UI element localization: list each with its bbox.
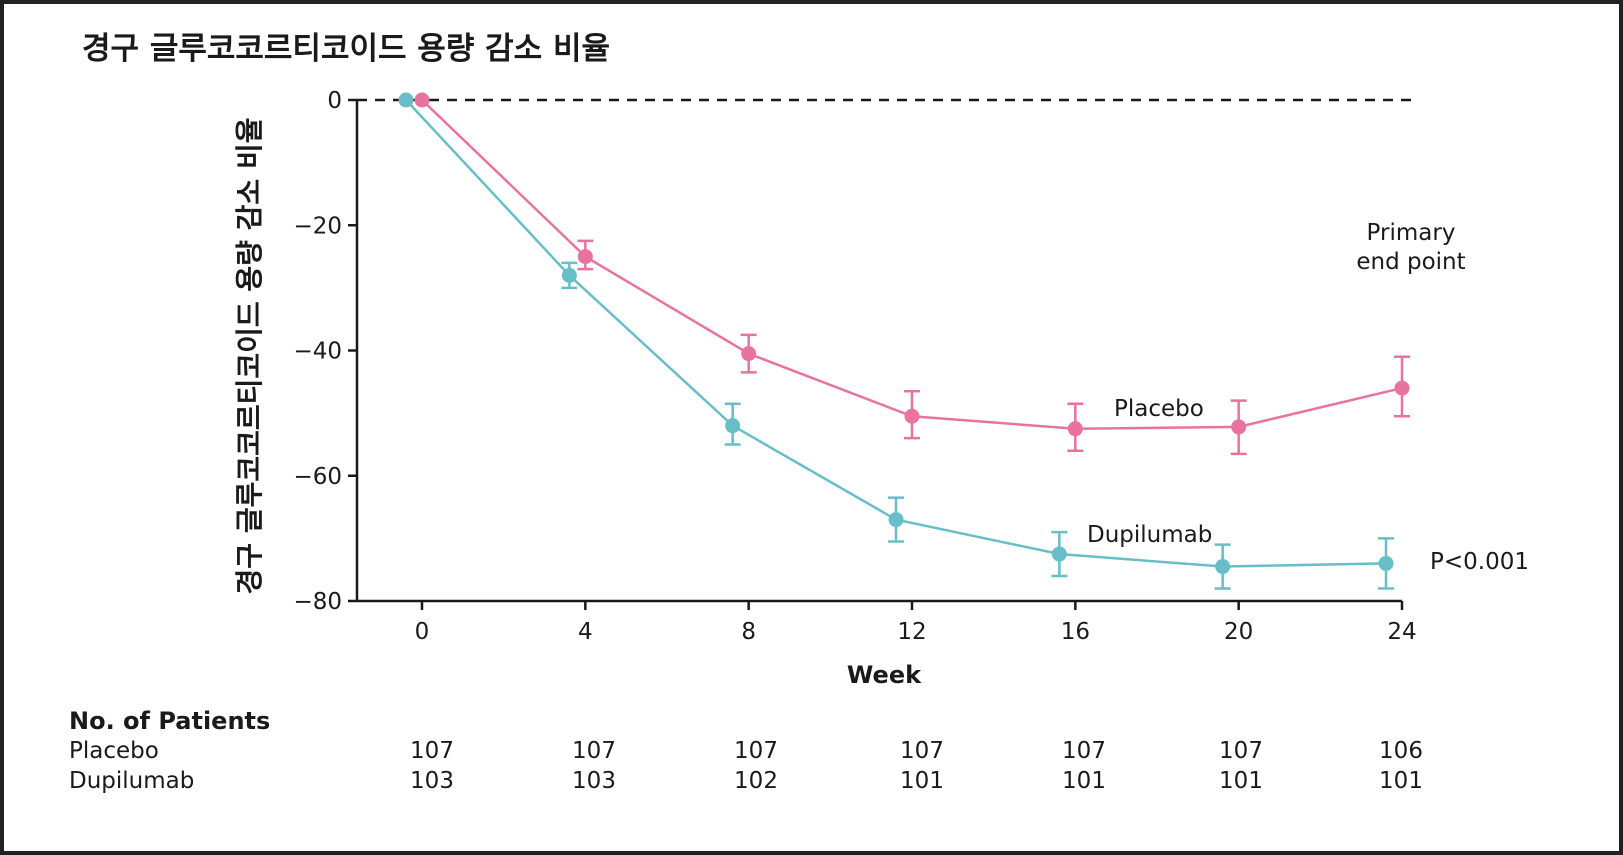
dupilumab-data-point [1215, 559, 1231, 575]
placebo-series-label: Placebo [1114, 396, 1204, 422]
patients-count-cell: 107 [900, 738, 944, 764]
primary-endpoint-label-line2: end point [1356, 249, 1465, 275]
primary-endpoint-label-line1: Primary [1367, 220, 1456, 246]
x-tick-label: 24 [1387, 619, 1416, 645]
dupilumab-data-point [398, 92, 414, 108]
y-tick-label: −20 [293, 213, 342, 239]
dupilumab-data-point [1051, 546, 1067, 562]
patients-count-cell: 107 [734, 738, 778, 764]
patients-count-cell: 107 [572, 738, 616, 764]
dupilumab-data-point [725, 418, 741, 434]
placebo-data-point [1394, 380, 1410, 396]
patients-count-cell: 107 [1219, 738, 1263, 764]
patients-count-cell: 102 [734, 768, 778, 794]
patients-count-cell: 107 [410, 738, 454, 764]
y-tick-label: 0 [327, 88, 342, 114]
x-axis-label: Week [847, 661, 922, 689]
patients-count-cell: 103 [572, 768, 616, 794]
placebo-data-point [741, 346, 757, 362]
y-tick-label: −60 [293, 464, 342, 490]
dupilumab-data-point [888, 512, 904, 528]
x-tick-label: 8 [741, 619, 756, 645]
dupilumab-series-label: Dupilumab [1087, 522, 1212, 548]
y-tick-label: −40 [293, 339, 342, 365]
placebo-data-point [1067, 421, 1083, 437]
patients-count-cell: 103 [410, 768, 454, 794]
patients-count-cell: 101 [900, 768, 944, 794]
x-tick-label: 0 [415, 619, 430, 645]
placebo-data-point [1231, 419, 1247, 435]
patients-count-cell: 107 [1062, 738, 1106, 764]
patients-row-label: Placebo [69, 738, 159, 764]
y-axis-label: 경구 글루코코르티코이드 용량 감소 비율 [233, 118, 266, 595]
dupilumab-data-point [561, 267, 577, 283]
placebo-data-point [904, 408, 920, 424]
line-chart: 경구 글루코코르티코이드 용량 감소 비율 경구 글루코코르티코이드 용량 감소… [69, 31, 1529, 794]
patients-table-title: No. of Patients [69, 707, 270, 735]
patients-count-cell: 101 [1062, 768, 1106, 794]
x-tick-label: 16 [1061, 619, 1090, 645]
placebo-data-point [414, 92, 430, 108]
placebo-data-point [577, 249, 593, 265]
x-tick-label: 4 [578, 619, 593, 645]
plot-area: 0 −20 −40 −60 −80 0 4 8 12 16 20 24 Placebo Dupilumab [293, 88, 1416, 645]
dupilumab-data-point [1378, 555, 1394, 571]
chart-title: 경구 글루코코르티코이드 용량 감소 비율 [82, 31, 610, 67]
patients-table: Placebo 107 107 107 107 107 107 106 Dupilumab 103… [69, 738, 1423, 794]
patients-count-cell: 106 [1379, 738, 1423, 764]
patients-count-cell: 101 [1219, 768, 1263, 794]
x-tick-label: 20 [1224, 619, 1253, 645]
patients-row-label: Dupilumab [69, 768, 194, 794]
x-tick-label: 12 [897, 619, 926, 645]
y-tick-label: −80 [293, 589, 342, 615]
patients-count-cell: 101 [1379, 768, 1423, 794]
p-value-label: P<0.001 [1430, 549, 1529, 575]
